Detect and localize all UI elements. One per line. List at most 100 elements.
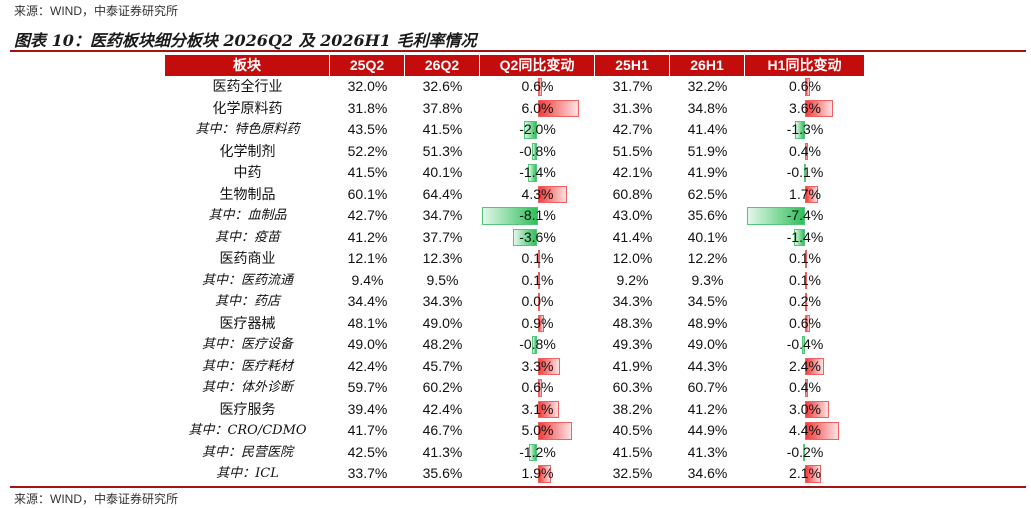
value-cell: 34.3% — [405, 291, 480, 313]
data-bar — [794, 121, 805, 139]
value-cell: 52.2% — [330, 141, 405, 163]
value-cell: 12.0% — [595, 248, 670, 270]
cell-text: 0.4% — [789, 142, 821, 159]
cell-text: 40.5% — [612, 422, 653, 438]
cell-text: 60.8% — [612, 185, 653, 202]
cell-text: 3.6% — [789, 99, 821, 116]
title-rule — [10, 50, 1026, 52]
value-cell: 32.5% — [595, 463, 670, 485]
cell-text: 43.5% — [347, 121, 388, 137]
value-cell: 31.3% — [595, 98, 670, 120]
row-label: 中药 — [165, 162, 330, 184]
data-bar — [805, 379, 809, 397]
cell-text: 医药商业 — [219, 250, 276, 266]
value-cell: 48.1% — [330, 313, 405, 335]
value-cell: 44.3% — [670, 356, 745, 378]
cell-text: 34.6% — [687, 465, 728, 481]
row-label: 其中：医药流通 — [165, 270, 330, 292]
cell-text: 37.8% — [422, 99, 463, 116]
value-cell: 3.6% — [745, 98, 865, 120]
cell-text: 其中：体外诊断 — [201, 380, 293, 395]
cell-text: 9.5% — [426, 271, 459, 288]
value-cell: 12.3% — [405, 248, 480, 270]
value-cell: 35.6% — [670, 205, 745, 227]
data-bar — [805, 314, 810, 332]
value-cell: 45.7% — [405, 356, 480, 378]
value-cell: 37.7% — [405, 227, 480, 249]
cell-text: 医药全行业 — [212, 78, 283, 94]
row-label: 医药全行业 — [165, 76, 330, 98]
cell-text: 38.2% — [612, 400, 653, 417]
cell-text: 0.2% — [789, 293, 821, 309]
value-cell: 49.0% — [405, 313, 480, 335]
value-cell: 37.8% — [405, 98, 480, 120]
value-cell: 60.1% — [330, 184, 405, 206]
cell-text: 31.3% — [612, 99, 653, 116]
cell-text: 0.6% — [521, 78, 554, 94]
cell-text: 48.9% — [687, 314, 728, 331]
cell-text: 中药 — [233, 164, 262, 180]
data-bar — [537, 271, 540, 289]
cell-text: 其中：民营医院 — [201, 444, 293, 460]
cell-text: 48.2% — [422, 336, 463, 352]
data-bar — [805, 465, 822, 483]
data-bar — [537, 422, 572, 440]
value-cell: 3.1% — [480, 399, 595, 421]
cell-text: 12.1% — [347, 250, 388, 266]
cell-text: 33.7% — [347, 465, 388, 481]
data-bar — [537, 250, 540, 268]
cell-text: 0.1% — [521, 250, 554, 266]
value-cell: 0.1% — [745, 248, 865, 270]
value-cell: 41.2% — [330, 227, 405, 249]
cell-text: 42.4% — [422, 400, 463, 417]
value-cell: 41.2% — [670, 399, 745, 421]
cell-text: 0.4% — [789, 379, 821, 395]
cell-text: 49.3% — [612, 336, 653, 352]
value-cell: 0.1% — [745, 270, 865, 292]
value-cell: -2.0% — [480, 119, 595, 141]
value-cell: 48.3% — [595, 313, 670, 335]
data-bar — [803, 443, 806, 461]
table: 板块 25Q2 26Q2 Q2同比变动 25H1 26H1 H1同比变动 医药全行业 32.0%… — [165, 55, 865, 485]
value-cell: 34.7% — [405, 205, 480, 227]
value-cell: 0.4% — [745, 377, 865, 399]
value-cell: -0.8% — [480, 141, 595, 163]
row-label: 医疗服务 — [165, 399, 330, 421]
cell-text: 12.3% — [422, 250, 463, 266]
cell-text: 60.3% — [612, 379, 653, 395]
cell-text: 62.5% — [687, 185, 728, 202]
value-cell: -1.4% — [745, 227, 865, 249]
row-label: 其中：血制品 — [165, 205, 330, 227]
cell-text: 60.7% — [687, 379, 728, 395]
cell-text: 32.0% — [347, 78, 388, 94]
value-cell: 49.0% — [670, 334, 745, 356]
value-cell: 41.5% — [595, 442, 670, 464]
value-cell: 31.8% — [330, 98, 405, 120]
bottom-rule — [10, 486, 1026, 488]
cell-text: 32.6% — [422, 78, 463, 94]
value-cell: 4.4% — [745, 420, 865, 442]
value-cell: 51.9% — [670, 141, 745, 163]
cell-text: 41.7% — [347, 422, 388, 438]
data-bar — [805, 142, 809, 160]
value-cell: 35.6% — [405, 463, 480, 485]
row-label: 其中：医疗耗材 — [165, 356, 330, 378]
cell-text: 42.7% — [347, 207, 388, 223]
cell-text: 42.7% — [612, 121, 653, 137]
cell-text: 44.9% — [687, 422, 728, 438]
cell-text: -8.1% — [519, 207, 556, 223]
cell-text: 51.9% — [687, 142, 728, 159]
cell-text: 34.4% — [347, 293, 388, 309]
cell-text: 12.2% — [687, 250, 728, 266]
value-cell: -1.3% — [745, 119, 865, 141]
header-cell: 26Q2 — [405, 55, 480, 76]
value-cell: 34.8% — [670, 98, 745, 120]
cell-text: 其中：特色原料药 — [195, 122, 300, 137]
row-label: 生物制品 — [165, 184, 330, 206]
data-bar — [804, 164, 807, 182]
cell-text: 40.1% — [422, 164, 463, 180]
row-label: 化学制剂 — [165, 141, 330, 163]
value-cell: -3.6% — [480, 227, 595, 249]
cell-text: 48.3% — [612, 314, 653, 331]
data-bar — [537, 185, 567, 203]
